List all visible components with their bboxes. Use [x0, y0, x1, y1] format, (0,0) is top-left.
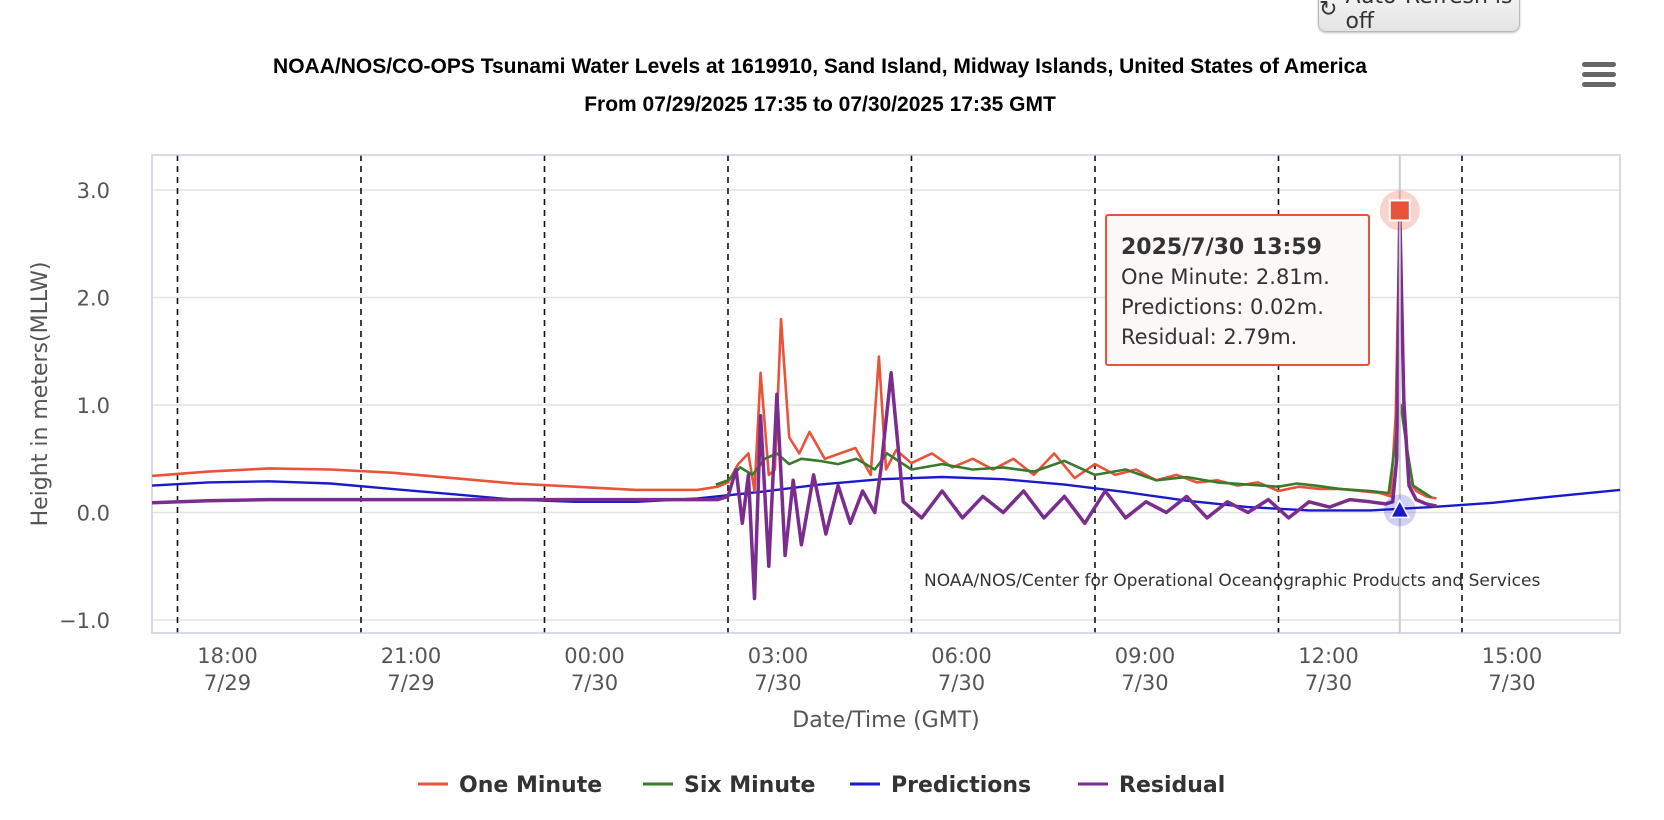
chart-legend: One Minute Six Minute Predictions Residual: [418, 773, 1225, 798]
x-tick-date-label: 7/29: [387, 671, 434, 695]
refresh-icon: ↻: [1319, 0, 1338, 22]
legend-label: One Minute: [459, 773, 602, 798]
y-axis-label: Height in meters(MLLW): [28, 262, 53, 527]
legend-label: Six Minute: [684, 773, 815, 798]
plot-area-border: [151, 154, 1621, 634]
x-tick-time-label: 15:00: [1482, 644, 1543, 668]
y-tick-label: 1.0: [77, 394, 110, 418]
legend-label: Predictions: [891, 773, 1031, 798]
tooltip-box: [1105, 214, 1370, 366]
tooltip-line-residual: Residual: 2.79m.: [1121, 325, 1297, 349]
tooltip-title: 2025/7/30 13:59: [1121, 235, 1322, 260]
series-line-residual: [151, 210, 1437, 601]
x-tick-date-label: 7/30: [1121, 671, 1168, 695]
legend-label: Residual: [1119, 773, 1225, 798]
hamburger-menu-icon[interactable]: [1582, 62, 1616, 92]
time-divider-lines: [176, 155, 1463, 633]
x-tick-time-label: 06:00: [931, 644, 992, 668]
one-minute-marker: [1388, 199, 1411, 222]
x-tick-date-label: 7/30: [1488, 671, 1535, 695]
auto-refresh-label: Auto-Refresh is off: [1345, 0, 1512, 34]
x-tick-time-label: 21:00: [381, 644, 442, 668]
x-tick-date-label: 7/29: [204, 671, 251, 695]
x-tick-date-label: 7/30: [754, 671, 801, 695]
y-tick-label: 0.0: [77, 502, 110, 526]
x-tick-date-label: 7/30: [938, 671, 985, 695]
series-line-six-minute: [715, 403, 1433, 499]
tooltip-line-predictions: Predictions: 0.02m.: [1121, 295, 1324, 319]
chart-subtitle: From 07/29/2025 17:35 to 07/30/2025 17:3…: [584, 93, 1056, 116]
x-tick-time-label: 18:00: [197, 644, 258, 668]
y-tick-label: 3.0: [77, 179, 110, 203]
x-tick-time-label: 12:00: [1298, 644, 1359, 668]
x-axis-label: Date/Time (GMT): [792, 708, 979, 733]
x-axis-ticks: 18:00 7/29 21:00 7/29 00:00 7/30 03:00 7/30 06:0…: [197, 644, 1542, 695]
chart-credit: NOAA/NOS/Center for Operational Oceanogr…: [924, 571, 1540, 591]
x-tick-time-label: 09:00: [1115, 644, 1176, 668]
x-tick-date-label: 7/30: [571, 671, 618, 695]
x-tick-time-label: 00:00: [564, 644, 625, 668]
y-tick-label: −1.0: [59, 609, 110, 633]
auto-refresh-button[interactable]: ↻ Auto-Refresh is off: [1318, 0, 1520, 34]
y-tick-label: 2.0: [77, 287, 110, 311]
y-axis-ticks: 3.0 2.0 1.0 0.0 −1.0: [59, 179, 110, 633]
data-tooltip: 2025/7/30 13:59 One Minute: 2.81m. Predi…: [1105, 214, 1370, 366]
series-layer: [151, 209, 1621, 601]
tooltip-line-one-minute: One Minute: 2.81m.: [1121, 265, 1330, 289]
x-tick-time-label: 03:00: [748, 644, 809, 668]
tooltip-markers: [1379, 190, 1420, 527]
x-tick-date-label: 7/30: [1305, 671, 1352, 695]
chart-title: NOAA/NOS/CO-OPS Tsunami Water Levels at …: [273, 55, 1367, 78]
predictions-marker: [1389, 498, 1411, 519]
